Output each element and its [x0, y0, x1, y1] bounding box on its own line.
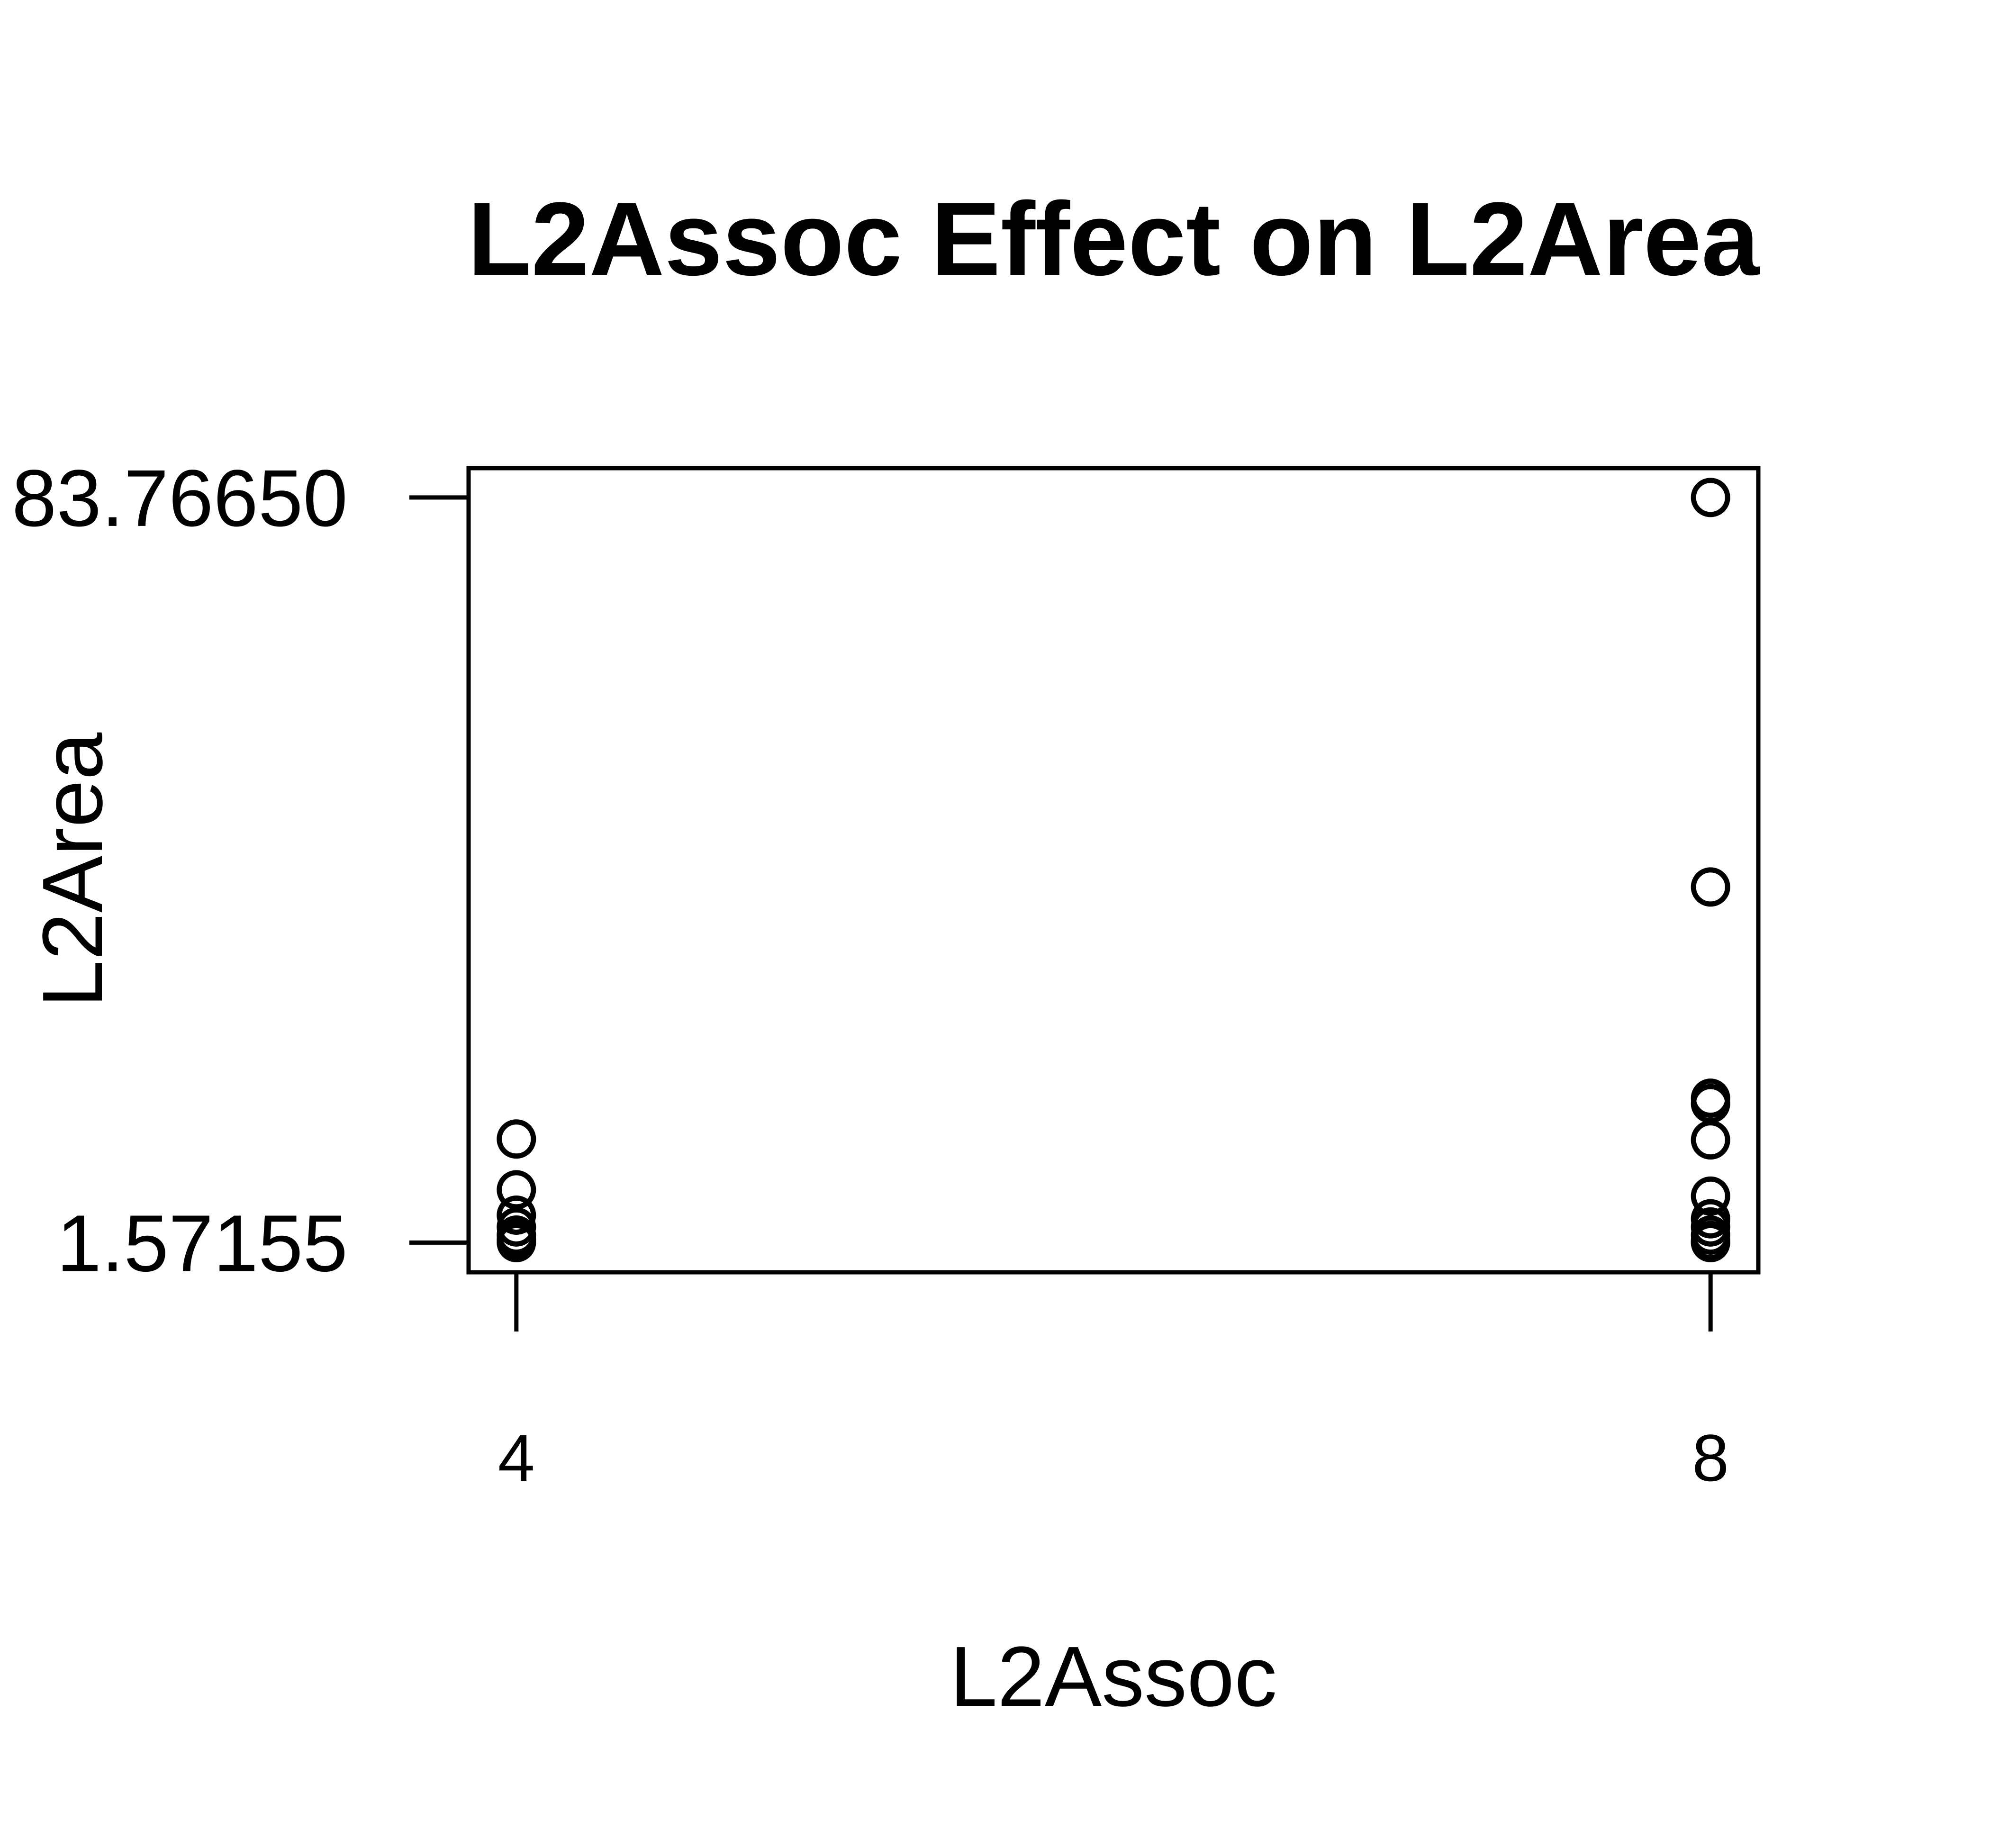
data-point [497, 1119, 536, 1159]
y-axis: 1.57155 83.76650 [12, 453, 469, 1288]
y-tick-label: 83.76650 [12, 453, 348, 544]
data-point [497, 1195, 536, 1235]
data-point [497, 1223, 536, 1262]
y-tick-label: 1.57155 [56, 1198, 348, 1288]
data-points [497, 478, 1730, 1262]
x-tick-label: 8 [1692, 1421, 1729, 1495]
data-point [1691, 1120, 1730, 1160]
data-point [1691, 1223, 1730, 1262]
plot-frame [466, 466, 1761, 1275]
x-tick-label: 4 [498, 1421, 535, 1495]
y-axis-label: L2Area [25, 732, 120, 1007]
x-axis-label: L2Assoc [950, 1629, 1277, 1724]
chart-title: L2Assoc Effect on L2Area [468, 181, 1760, 297]
data-point [497, 1170, 536, 1210]
data-point [1691, 478, 1730, 517]
data-point [1691, 1176, 1730, 1216]
data-point [1691, 867, 1730, 907]
